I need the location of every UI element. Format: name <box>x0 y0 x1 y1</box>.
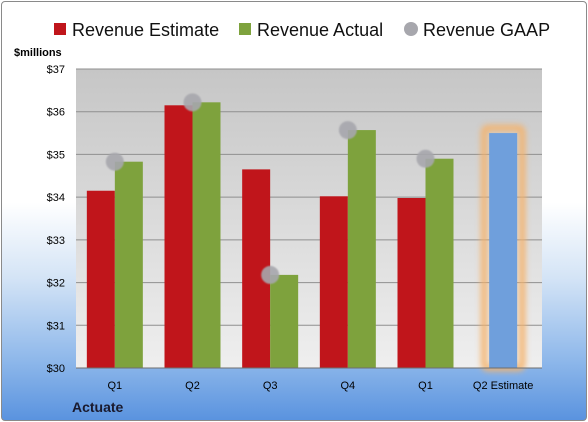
revenue-gaap-point <box>338 121 357 140</box>
y-tick-label: $33 <box>47 235 65 247</box>
revenue-estimate-bar <box>397 197 426 368</box>
revenue-gaap-point <box>261 265 280 284</box>
revenue-actual-bar <box>425 158 454 368</box>
y-axis-unit-label: $millions <box>14 47 62 59</box>
legend-swatch-revenue-actual <box>239 23 251 35</box>
legend-label-revenue-estimate: Revenue Estimate <box>72 20 219 40</box>
revenue-estimate-bar <box>319 196 348 368</box>
plot-area <box>76 69 542 368</box>
legend-swatch-revenue-estimate <box>54 23 66 35</box>
gaap-points <box>105 93 435 284</box>
legend-swatch-revenue-gaap <box>404 22 418 36</box>
revenue-estimate-bar <box>86 190 115 368</box>
x-tick-label: Q1 <box>107 380 122 392</box>
y-tick-label: $30 <box>47 363 65 375</box>
revenue-gaap-point <box>416 149 435 168</box>
legend-label-revenue-actual: Revenue Actual <box>257 20 383 40</box>
y-tick-label: $37 <box>47 64 65 76</box>
y-tick-label: $34 <box>47 192 65 204</box>
y-tick-label: $31 <box>47 320 65 332</box>
legend: Revenue Estimate Revenue Actual Revenue … <box>54 20 550 40</box>
bars-layer <box>86 102 526 372</box>
revenue-actual-bar <box>114 161 143 368</box>
revenue-estimate-bar <box>489 133 518 368</box>
x-tick-label: Q3 <box>263 380 278 392</box>
y-tick-label: $35 <box>47 149 65 161</box>
revenue-actual-bar <box>270 274 299 368</box>
x-tick-label: Q4 <box>340 380 355 392</box>
revenue-gaap-point <box>105 152 124 171</box>
revenue-estimate-bar <box>164 105 193 369</box>
y-tick-label: $36 <box>47 107 65 119</box>
legend-label-revenue-gaap: Revenue GAAP <box>423 20 550 40</box>
revenue-actual-bar <box>347 130 376 368</box>
y-tick-label: $32 <box>47 278 65 290</box>
x-tick-label: Q1 <box>418 380 433 392</box>
x-tick-label: Q2 <box>185 380 200 392</box>
y-axis-ticks: $30 $31 $32 $33 $34 $35 $36 $37 <box>47 64 65 375</box>
x-axis-ticks: Q1 Q2 Q3 Q4 Q1 Q2 Estimate <box>107 380 533 392</box>
gridlines <box>76 68 542 326</box>
company-name: Actuate <box>72 399 124 415</box>
x-tick-label: Q2 Estimate <box>473 380 534 392</box>
revenue-actual-bar <box>192 102 221 369</box>
revenue-gaap-point <box>183 93 202 112</box>
